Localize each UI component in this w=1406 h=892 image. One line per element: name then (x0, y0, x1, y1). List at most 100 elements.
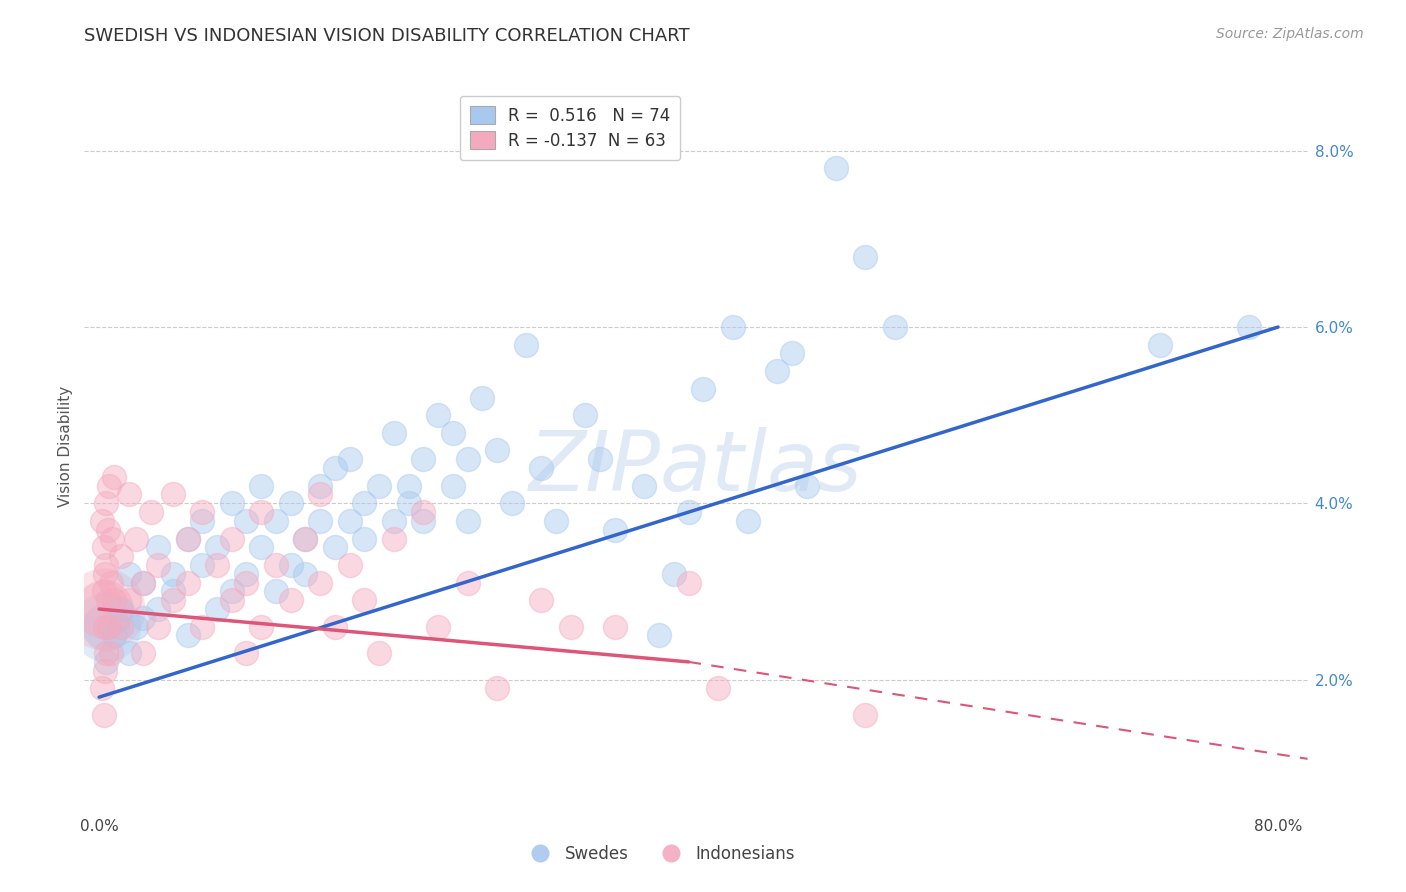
Point (235, 575, 257, 590)
Point (398, 478, 420, 492)
Point (94, 664, 117, 678)
Point (235, 514, 257, 528)
Point (339, 514, 361, 528)
Point (339, 558, 361, 572)
Point (250, 620, 273, 634)
Point (98, 620, 121, 634)
Point (441, 425, 464, 440)
Point (353, 532, 375, 546)
Point (398, 496, 420, 510)
Point (485, 681, 508, 696)
Point (692, 382, 714, 396)
Point (93, 602, 115, 616)
Point (1237, 320, 1260, 334)
Point (589, 452, 612, 467)
Point (250, 541, 273, 555)
Point (162, 487, 184, 501)
Point (97, 523, 120, 537)
Y-axis label: Vision Disability: Vision Disability (58, 385, 73, 507)
Point (707, 681, 730, 696)
Point (412, 505, 434, 519)
Point (382, 514, 405, 528)
Point (191, 620, 214, 634)
Point (97, 593, 120, 607)
Point (309, 478, 332, 492)
Point (93, 707, 115, 722)
Point (603, 523, 626, 537)
Point (103, 628, 125, 642)
Point (855, 250, 877, 264)
Point (96, 646, 118, 660)
Point (96, 496, 118, 510)
Point (766, 364, 789, 378)
Text: SWEDISH VS INDONESIAN VISION DISABILITY CORRELATION CHART: SWEDISH VS INDONESIAN VISION DISABILITY … (84, 27, 690, 45)
Point (412, 452, 434, 467)
Point (221, 532, 243, 546)
Point (132, 575, 155, 590)
Point (339, 452, 361, 467)
Point (530, 593, 553, 607)
Point (93, 602, 115, 616)
Point (176, 532, 198, 546)
Point (382, 425, 405, 440)
Point (294, 532, 316, 546)
Point (560, 620, 582, 634)
Point (280, 558, 302, 572)
Point (125, 620, 148, 634)
Point (721, 320, 744, 334)
Point (412, 514, 434, 528)
Point (191, 505, 214, 519)
Point (530, 461, 553, 475)
Point (544, 514, 567, 528)
Point (235, 646, 257, 660)
Point (368, 478, 391, 492)
Point (139, 505, 162, 519)
Point (93, 541, 115, 555)
Point (323, 541, 346, 555)
Point (96, 620, 118, 634)
Point (103, 593, 125, 607)
Point (162, 593, 184, 607)
Point (96, 620, 118, 634)
Point (205, 541, 228, 555)
Point (471, 391, 494, 405)
Point (100, 646, 122, 660)
Point (457, 514, 479, 528)
Point (501, 496, 523, 510)
Point (323, 620, 346, 634)
Point (264, 584, 287, 599)
Point (368, 646, 391, 660)
Point (96, 655, 118, 669)
Point (780, 346, 803, 360)
Point (1149, 337, 1171, 351)
Point (280, 593, 302, 607)
Point (176, 628, 198, 642)
Point (110, 620, 132, 634)
Point (93, 584, 115, 599)
Point (117, 593, 139, 607)
Point (574, 408, 596, 422)
Point (796, 478, 818, 492)
Point (101, 532, 124, 546)
Point (294, 532, 316, 546)
Point (855, 707, 877, 722)
Point (678, 575, 700, 590)
Point (221, 496, 243, 510)
Point (110, 602, 132, 616)
Point (146, 620, 169, 634)
Point (91, 514, 114, 528)
Point (309, 575, 332, 590)
Point (309, 514, 332, 528)
Point (176, 575, 198, 590)
Point (117, 487, 139, 501)
Point (309, 487, 332, 501)
Point (280, 496, 302, 510)
Point (441, 478, 464, 492)
Point (264, 514, 287, 528)
Point (103, 470, 125, 484)
Point (235, 566, 257, 581)
Point (250, 478, 273, 492)
Point (294, 566, 316, 581)
Point (117, 566, 139, 581)
Point (353, 593, 375, 607)
